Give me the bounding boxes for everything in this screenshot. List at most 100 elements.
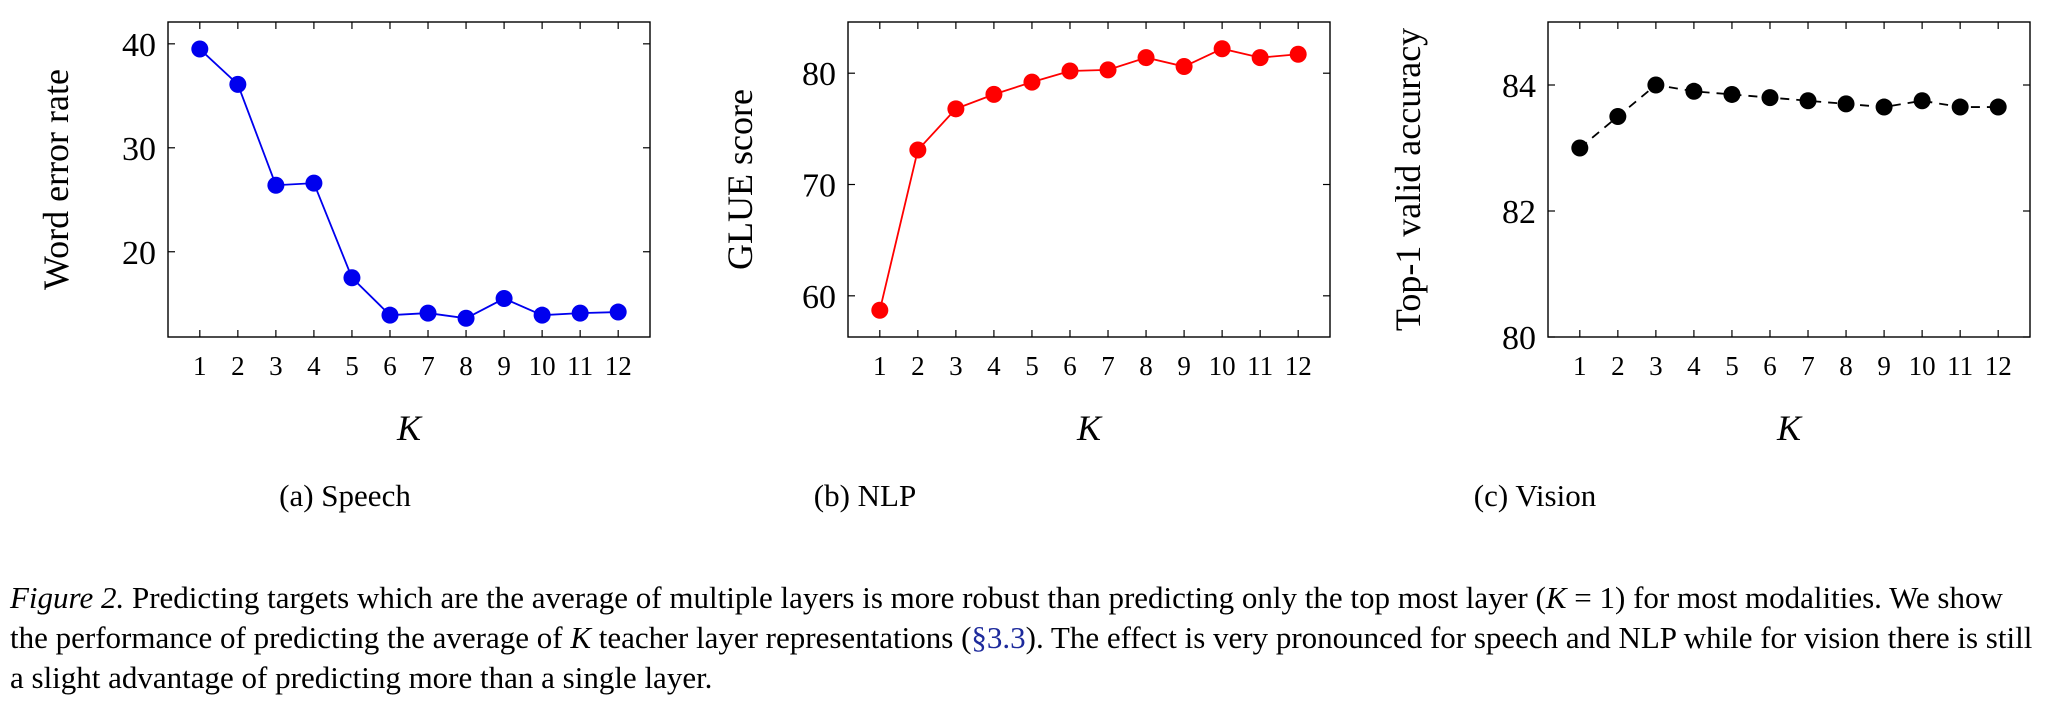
- data-point: [533, 306, 551, 324]
- plot-frame: [1547, 21, 2031, 338]
- x-tick-label: 10: [1209, 351, 1236, 381]
- data-point: [1989, 98, 2007, 116]
- y-tick-label: 84: [1502, 68, 1536, 105]
- data-point: [457, 309, 475, 327]
- x-axis-label: K: [396, 408, 423, 448]
- data-point: [1875, 98, 1893, 116]
- x-tick-label: 7: [1101, 351, 1115, 381]
- data-point: [381, 306, 399, 324]
- data-point: [571, 304, 589, 322]
- data-point: [267, 176, 285, 194]
- y-axis-label: Word error rate: [36, 69, 76, 290]
- x-tick-label: 9: [497, 351, 511, 381]
- data-point: [419, 304, 437, 322]
- x-tick-label: 6: [1063, 351, 1077, 381]
- x-tick-label: 1: [873, 351, 887, 381]
- caption-math1: K: [1545, 580, 1567, 615]
- y-axis-label: Top-1 valid accuracy: [1388, 28, 1428, 331]
- series-line: [199, 48, 619, 320]
- caption-part2: = 1) for most modalities. We show the pe…: [10, 580, 2003, 655]
- x-tick-label: 10: [1909, 351, 1936, 381]
- plot-frame: [847, 21, 1331, 338]
- x-tick-label: 12: [605, 351, 632, 381]
- x-tick-label: 5: [1725, 351, 1739, 381]
- data-point: [229, 75, 247, 93]
- data-point: [1137, 49, 1155, 67]
- x-tick-label: 7: [421, 351, 435, 381]
- x-tick-label: 5: [1025, 351, 1039, 381]
- x-tick-label: 9: [1877, 351, 1891, 381]
- data-point: [1571, 139, 1589, 157]
- plot-frame: [167, 21, 651, 338]
- x-tick-label: 3: [269, 351, 283, 381]
- x-tick-label: 9: [1177, 351, 1191, 381]
- data-point: [1951, 98, 1969, 116]
- chart-nlp: 1 2 3 4 5 6 7 8 9 10 11 12 60 70 80 K GLUE score: [680, 0, 1360, 470]
- caption-ref: §3.3: [971, 620, 1026, 655]
- data-point: [495, 290, 513, 308]
- data-point: [1175, 58, 1193, 76]
- x-tick-label: 10: [529, 351, 556, 381]
- caption-lead: Figure 2.: [10, 580, 125, 615]
- data-point: [609, 303, 627, 321]
- x-tick-label: 1: [193, 351, 207, 381]
- figure-caption: Figure 2. Predicting targets which are t…: [10, 578, 2044, 698]
- y-tick-label: 20: [122, 235, 156, 272]
- data-point: [1099, 61, 1117, 79]
- x-tick-label: 12: [1985, 351, 2012, 381]
- y-tick-label: 80: [1502, 320, 1536, 357]
- subcaption-nlp: (b) NLP: [813, 478, 917, 513]
- x-tick-label: 12: [1285, 351, 1312, 381]
- x-tick-label: 11: [1947, 351, 1973, 381]
- x-tick-label: 6: [1763, 351, 1777, 381]
- data-point: [1799, 92, 1817, 110]
- x-tick-label: 5: [345, 351, 359, 381]
- data-point: [909, 141, 927, 159]
- y-tick-label: 40: [122, 27, 156, 64]
- x-tick-label: 7: [1801, 351, 1815, 381]
- x-tick-label: 2: [1611, 351, 1625, 381]
- x-tick-label: 4: [987, 351, 1001, 381]
- x-axis-label: K: [1776, 408, 1803, 448]
- data-point: [1023, 73, 1041, 91]
- x-tick-label: 11: [567, 351, 593, 381]
- chart-vision: 1 2 3 4 5 6 7 8 9 10 11 12 80 82 84 K Top-1 valid accura…: [1360, 0, 2048, 470]
- subcaption-vision: (c) Vision: [1473, 478, 1597, 513]
- y-tick-label: 30: [122, 131, 156, 168]
- x-tick-label: 2: [231, 351, 245, 381]
- data-point: [191, 40, 209, 58]
- x-tick-label: 11: [1247, 351, 1273, 381]
- y-axis-label: GLUE score: [720, 89, 760, 270]
- x-tick-label: 1: [1573, 351, 1587, 381]
- x-tick-label: 4: [1687, 351, 1701, 381]
- x-axis-label: K: [1076, 408, 1103, 448]
- caption-math2: K: [570, 620, 591, 655]
- y-tick-label: 82: [1502, 194, 1536, 231]
- x-tick-label: 8: [459, 351, 473, 381]
- data-point: [343, 269, 361, 287]
- data-point: [871, 301, 889, 319]
- series-line: [1579, 84, 1999, 149]
- subcaption-speech: (a) Speech: [279, 478, 411, 513]
- y-tick-label: 80: [802, 56, 836, 93]
- data-point: [1761, 89, 1779, 107]
- x-tick-label: 3: [1649, 351, 1663, 381]
- data-point: [1213, 40, 1231, 58]
- data-point: [305, 174, 323, 192]
- y-tick-label: 60: [802, 279, 836, 316]
- x-tick-label: 3: [949, 351, 963, 381]
- data-point: [1723, 85, 1741, 103]
- series-line: [878, 47, 1299, 311]
- y-tick-label: 70: [802, 168, 836, 205]
- x-tick-label: 2: [911, 351, 925, 381]
- data-point: [1289, 45, 1307, 63]
- data-point: [985, 85, 1003, 103]
- x-tick-label: 4: [307, 351, 321, 381]
- data-point: [1647, 76, 1665, 94]
- x-tick-label: 6: [383, 351, 397, 381]
- x-tick-label: 8: [1839, 351, 1853, 381]
- data-point: [1685, 82, 1703, 100]
